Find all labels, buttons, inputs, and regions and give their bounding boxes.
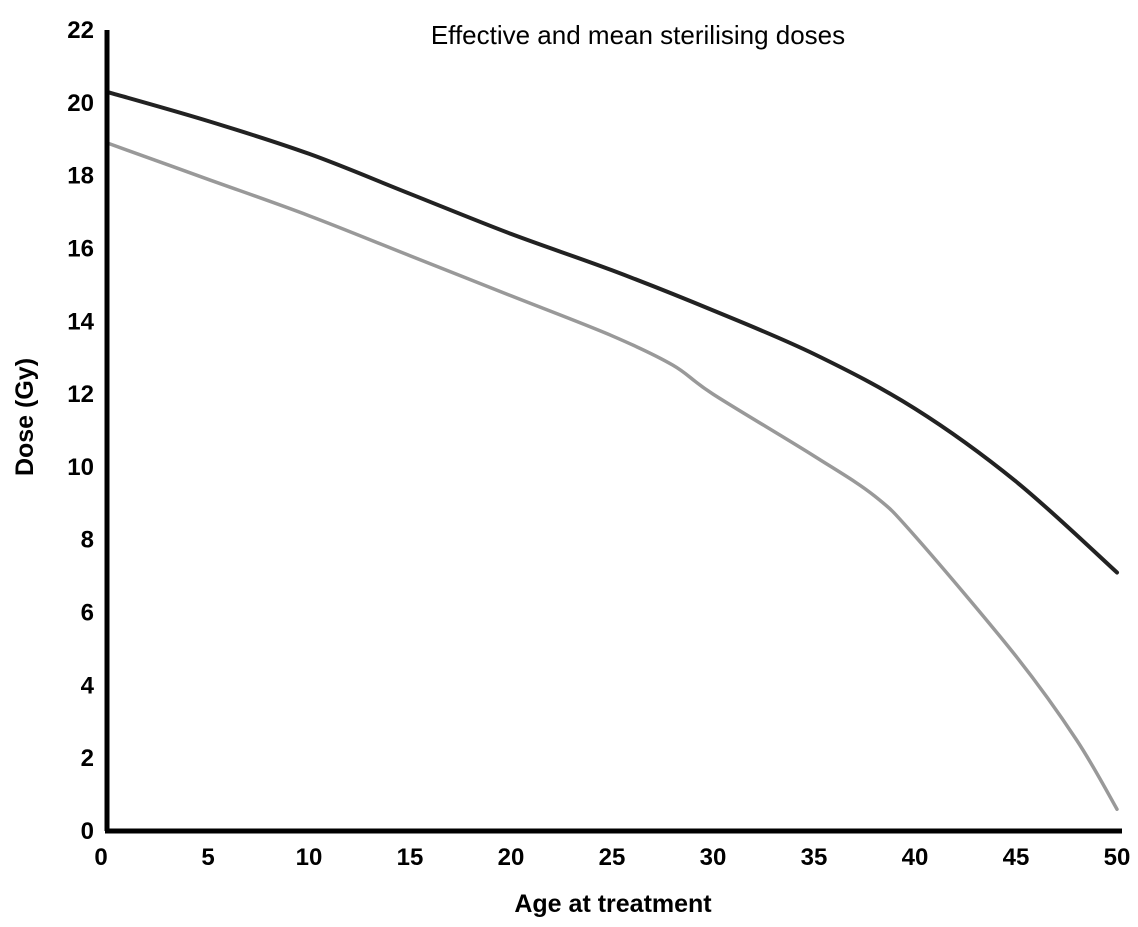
x-tick-label: 50: [1104, 844, 1131, 871]
y-tick-label: 4: [81, 672, 95, 699]
y-axis-title: Dose (Gy): [11, 358, 39, 476]
x-axis-ticks: 0 5 10 15 20 25 30 35 40 45 50: [94, 844, 1130, 871]
x-tick-label: 25: [599, 844, 626, 871]
y-tick-label: 22: [67, 17, 94, 44]
y-tick-label: 2: [81, 745, 94, 772]
x-tick-label: 45: [1003, 844, 1030, 871]
x-tick-label: 0: [94, 844, 107, 871]
series-line-2: [105, 141, 1119, 811]
y-tick-label: 20: [67, 90, 94, 117]
y-tick-label: 14: [67, 308, 94, 335]
x-tick-label: 40: [902, 844, 929, 871]
chart-title: Effective and mean sterilising doses: [431, 20, 845, 50]
x-tick-label: 35: [801, 844, 828, 871]
x-tick-label: 15: [397, 844, 424, 871]
x-tick-label: 30: [700, 844, 727, 871]
y-tick-label: 10: [67, 454, 94, 481]
y-tick-label: 12: [67, 381, 94, 408]
y-tick-label: 16: [67, 235, 94, 262]
y-tick-label: 18: [67, 163, 94, 190]
y-tick-label: 8: [81, 527, 94, 554]
x-tick-label: 10: [296, 844, 323, 871]
x-tick-label: 5: [201, 844, 214, 871]
y-axis-ticks: 0 2 4 6 8 10 12 14 16 18 20 22: [67, 17, 94, 845]
y-tick-label: 0: [81, 818, 94, 845]
x-tick-label: 20: [498, 844, 525, 871]
series-line-1: [105, 89, 1119, 575]
series-layer: [105, 89, 1119, 811]
x-axis-title: Age at treatment: [514, 890, 712, 918]
y-tick-label: 6: [81, 600, 94, 627]
